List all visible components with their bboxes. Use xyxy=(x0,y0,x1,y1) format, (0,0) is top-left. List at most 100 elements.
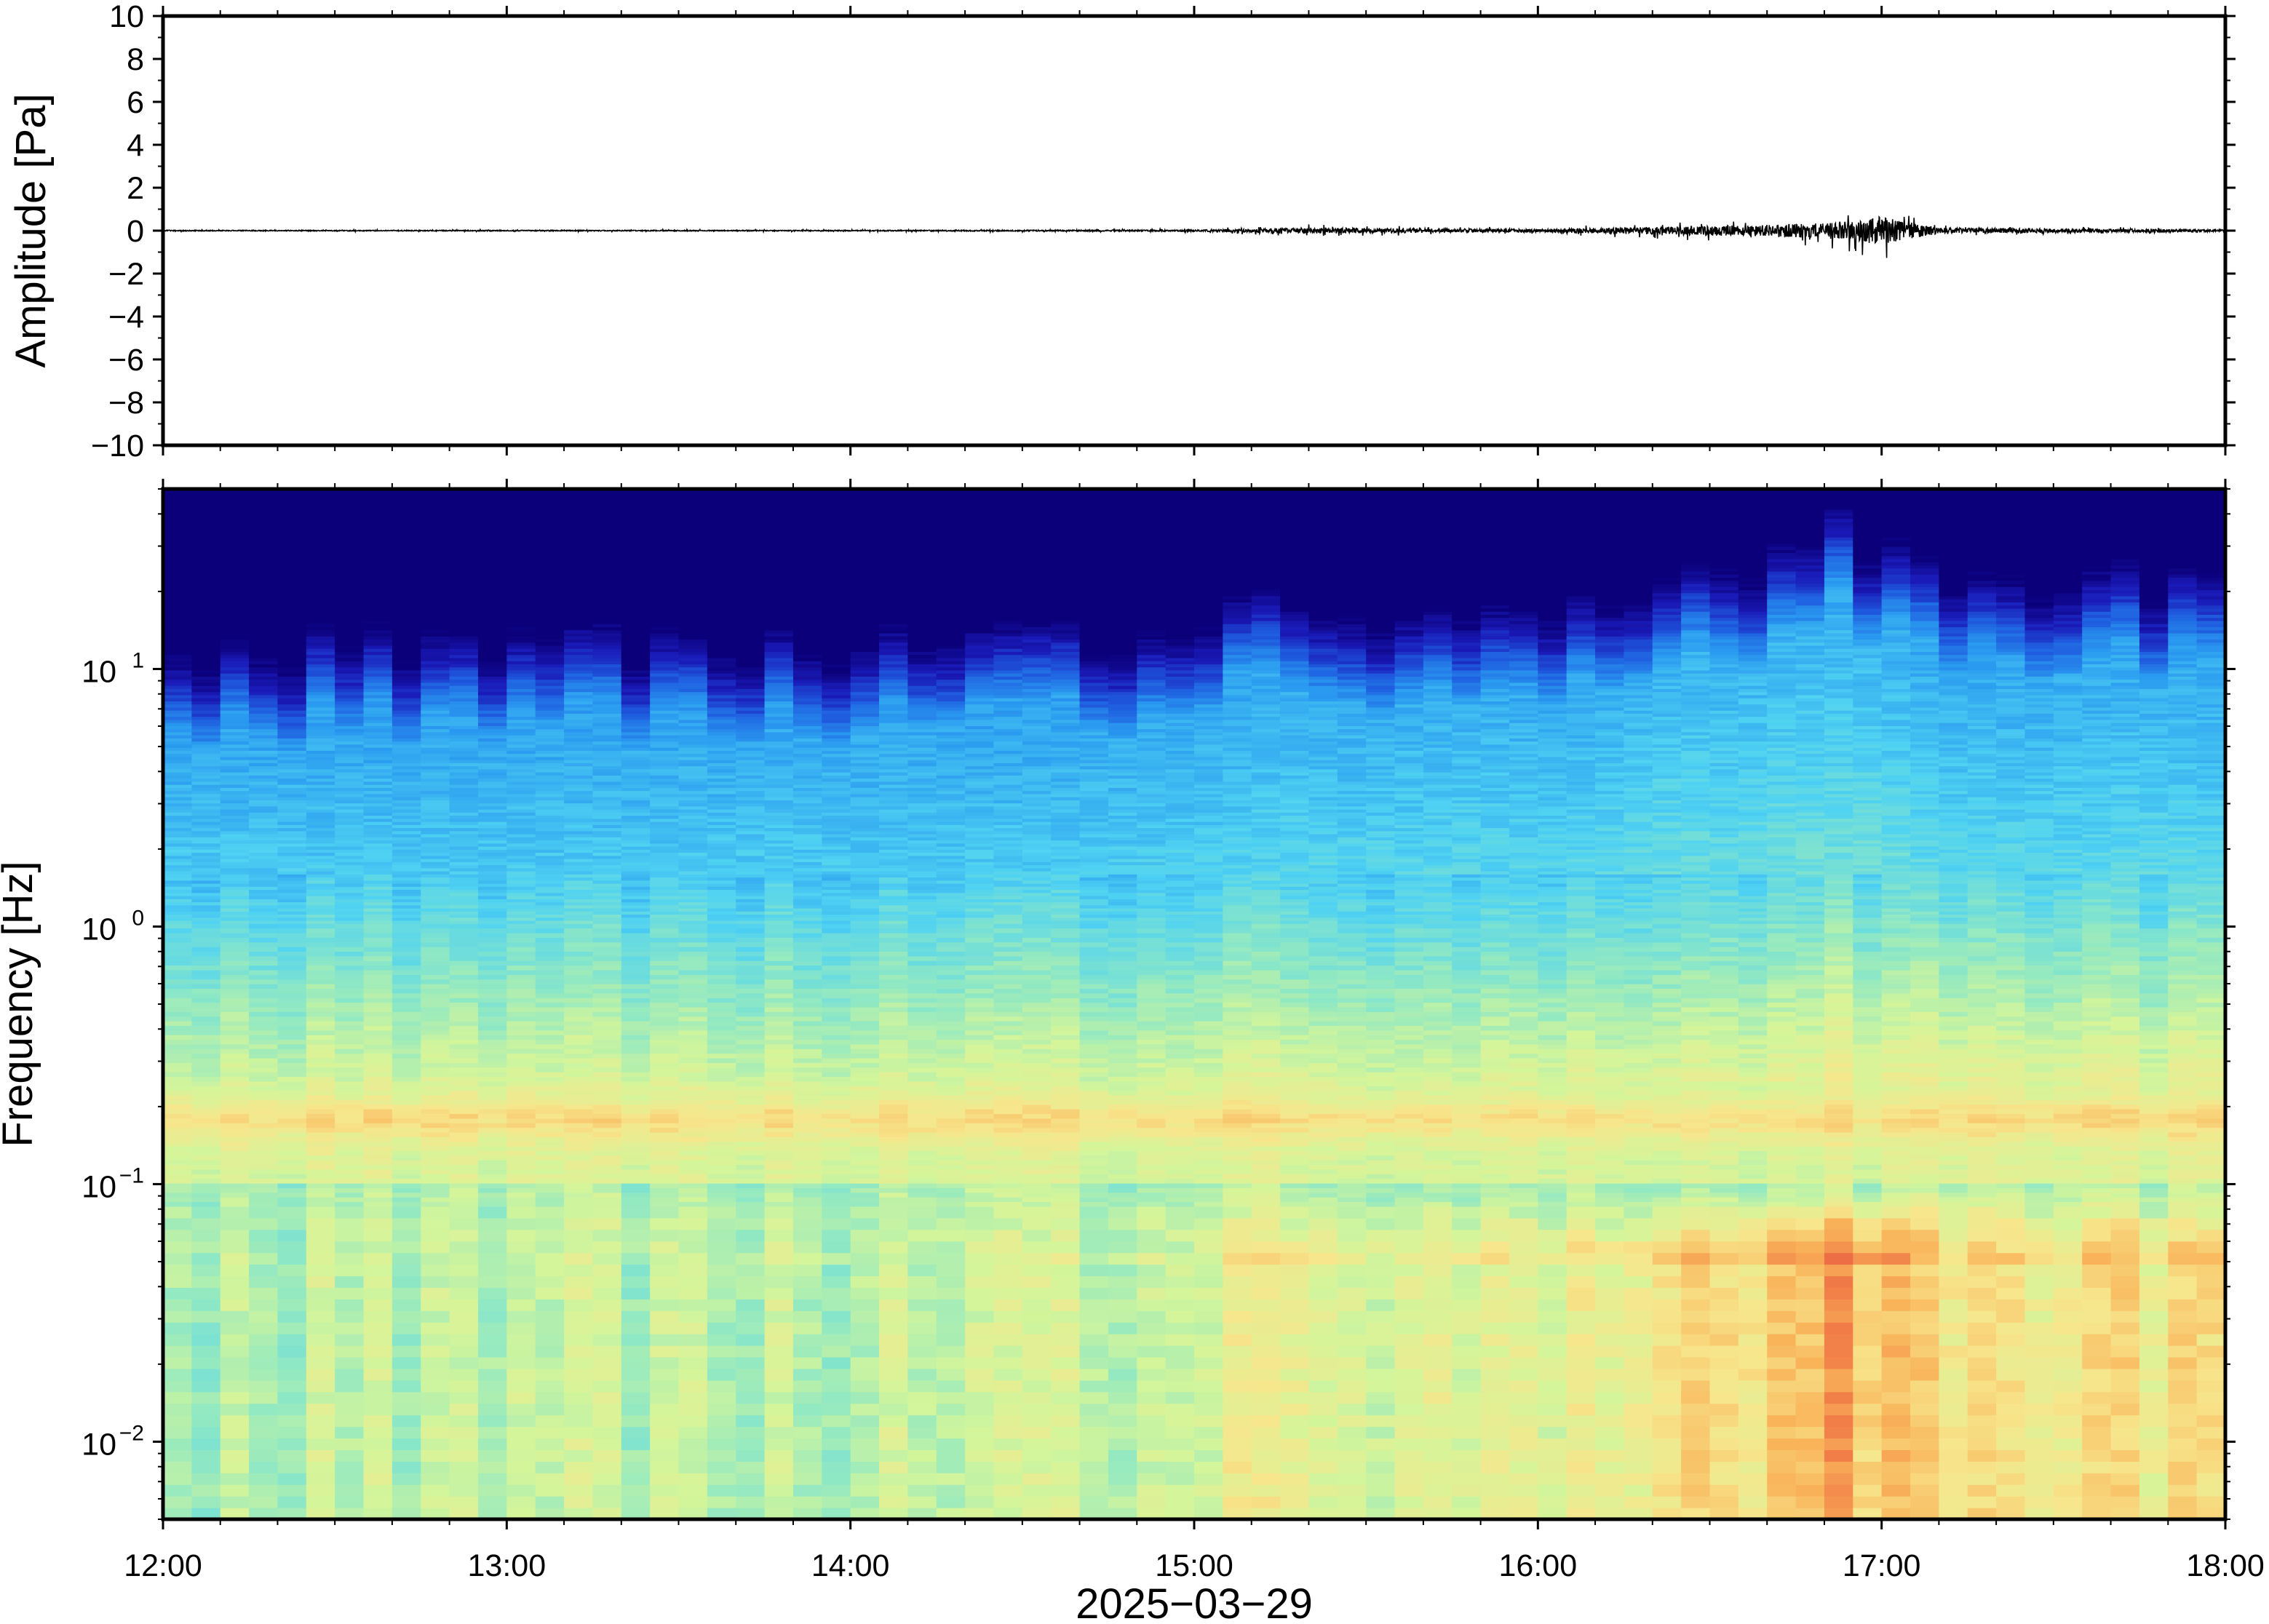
spectrogram-cell xyxy=(449,1072,479,1078)
spectrogram-cell xyxy=(421,1206,450,1219)
spectrogram-cell xyxy=(306,1099,335,1105)
spectrogram-cell xyxy=(535,639,565,643)
spectrogram-cell xyxy=(707,719,736,723)
spectrogram-cell xyxy=(191,797,221,800)
spectrogram-cell xyxy=(220,797,250,800)
spectrogram-cell xyxy=(650,870,680,875)
spectrogram-cell xyxy=(564,1048,594,1054)
spectrogram-cell xyxy=(220,1241,250,1254)
spectrogram-cell xyxy=(506,493,536,498)
spectrogram-cell xyxy=(191,1164,221,1170)
spectrogram-cell xyxy=(363,688,393,693)
spectrogram-cell xyxy=(191,1016,221,1022)
spectrogram-cell xyxy=(449,992,479,998)
spectrogram-cell xyxy=(535,824,565,829)
spectrogram-cell xyxy=(477,787,507,792)
spectrogram-cell xyxy=(592,955,622,961)
spectrogram-cell xyxy=(306,537,335,541)
spectrogram-cell xyxy=(449,632,479,637)
spectrogram-cell xyxy=(736,1035,766,1040)
spectrogram-cell xyxy=(621,688,651,693)
spectrogram-cell xyxy=(392,821,421,825)
spectrogram-cell xyxy=(335,533,365,538)
spectrogram-cell xyxy=(249,735,279,739)
spectrogram-cell xyxy=(535,1067,565,1072)
spectrogram-cell xyxy=(564,753,594,757)
spectrogram-cell xyxy=(621,1016,651,1022)
spectrogram-cell xyxy=(306,645,335,649)
spectrogram-cell xyxy=(421,1241,450,1254)
spectrogram-cell xyxy=(707,651,736,656)
spectrogram-cell xyxy=(163,543,192,547)
spectrogram-cell xyxy=(249,608,279,612)
spectrogram-cell xyxy=(535,555,565,560)
spectrogram-cell xyxy=(306,605,335,609)
spectrogram-cell xyxy=(277,592,307,597)
spectrogram-cell xyxy=(220,756,250,760)
spectrogram-cell xyxy=(678,765,708,770)
spectrogram-cell xyxy=(564,1062,594,1068)
spectrogram-cell xyxy=(678,555,708,560)
spectrogram-cell xyxy=(678,834,708,837)
spectrogram-cell xyxy=(736,1496,766,1508)
spectrogram-cell xyxy=(477,1197,507,1203)
spectrogram-cell xyxy=(163,917,192,921)
spectrogram-cell xyxy=(506,992,536,998)
spectrogram-cell xyxy=(736,824,766,829)
spectrogram-cell xyxy=(421,883,450,887)
spectrogram-cell xyxy=(191,886,221,891)
spectrogram-cell xyxy=(306,694,335,698)
spectrogram-cell xyxy=(306,821,335,825)
spectrogram-cell xyxy=(306,1016,335,1022)
spectrogram-cell xyxy=(621,834,651,837)
spectrogram-cell xyxy=(678,830,708,835)
spectrogram-cell xyxy=(220,741,250,745)
spectrogram-cell xyxy=(650,728,680,733)
spectrogram-cell xyxy=(191,784,221,788)
spectrogram-cell xyxy=(477,676,507,680)
spectrogram-cell xyxy=(163,713,192,717)
spectrogram-cell xyxy=(277,901,307,906)
spectrogram-cell xyxy=(449,923,479,929)
spectrogram-cell xyxy=(736,552,766,557)
spectrogram-cell xyxy=(449,704,479,708)
spectrogram-cell xyxy=(249,1094,279,1100)
spectrogram-cell xyxy=(191,1356,221,1369)
spectrogram-cell xyxy=(335,1473,365,1485)
spectrogram-cell xyxy=(220,955,250,961)
spectrogram-cell xyxy=(277,992,307,998)
spectrogram-cell xyxy=(506,599,536,603)
spectrogram-cell xyxy=(535,917,565,921)
spectrogram-cell xyxy=(220,583,250,587)
spectrogram-cell xyxy=(592,834,622,837)
spectrogram-cell xyxy=(535,951,565,957)
spectrogram-cell xyxy=(392,815,421,819)
spectrogram-cell xyxy=(421,704,450,708)
spectrogram-cell xyxy=(535,861,565,866)
spectrogram-cell xyxy=(335,827,365,832)
spectrogram-cell xyxy=(506,809,536,813)
spectrogram-cell xyxy=(163,546,192,550)
spectrogram-cell xyxy=(650,1053,680,1059)
spectrogram-cell xyxy=(249,666,279,671)
spectrogram-cell xyxy=(363,738,393,742)
spectrogram-cell xyxy=(535,772,565,776)
spectrogram-cell xyxy=(163,867,192,872)
spectrogram-cell xyxy=(335,942,365,947)
spectrogram-cell xyxy=(363,772,393,776)
spectrogram-cell xyxy=(163,830,192,835)
spectrogram-cell xyxy=(363,1062,393,1068)
spectrogram-cell xyxy=(392,1090,421,1096)
spectrogram-cell xyxy=(535,1086,565,1091)
spectrogram-cell xyxy=(335,803,365,807)
spectrogram-cell xyxy=(506,772,536,776)
spectrogram-cell xyxy=(650,589,680,594)
spectrogram-cell xyxy=(421,1426,450,1439)
spectrogram-cell xyxy=(506,744,536,748)
spectrogram-cell xyxy=(306,518,335,522)
spectrogram-cell xyxy=(449,549,479,554)
spectrogram-cell xyxy=(335,648,365,652)
spectrogram-cell xyxy=(392,923,421,929)
spectrogram-cell xyxy=(678,747,708,751)
spectrogram-cell xyxy=(220,1192,250,1198)
